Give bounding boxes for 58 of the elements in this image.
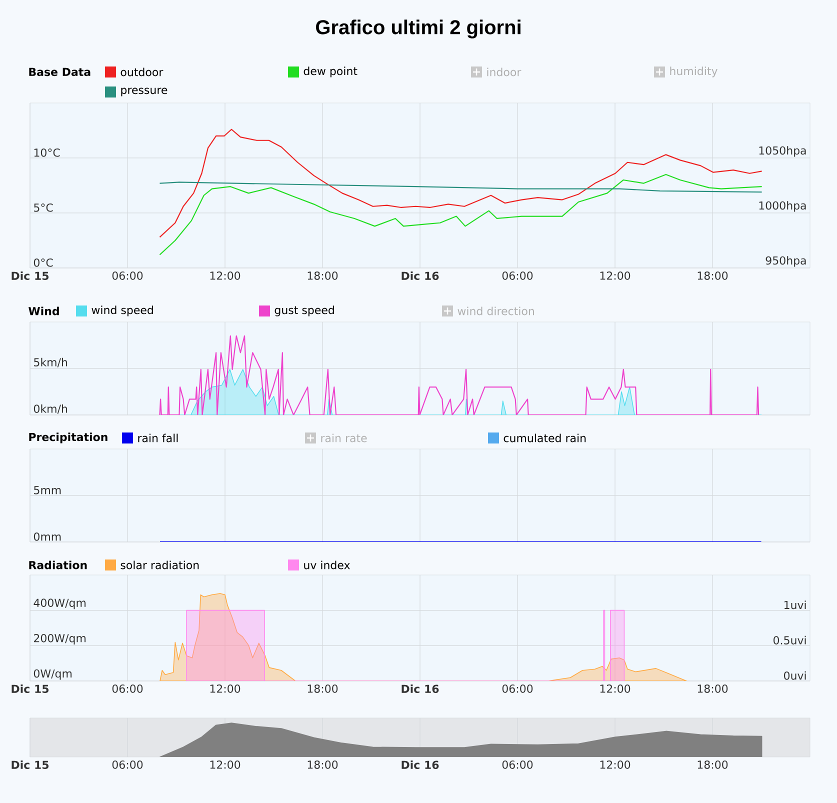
y2-tick-label: 1050hpa bbox=[759, 146, 806, 157]
legend-title: Precipitation bbox=[29, 432, 108, 444]
legend-label: solar radiation bbox=[120, 560, 199, 570]
x-tick-label: Dic 16 bbox=[402, 684, 439, 694]
x-tick-label: 18:00 bbox=[308, 684, 338, 693]
x-tick-label: 18:00 bbox=[308, 271, 338, 280]
y-tick-label: 200W/qm bbox=[34, 634, 86, 644]
legend-label: rain fall bbox=[138, 434, 178, 442]
legend-label: outdoor bbox=[120, 68, 164, 76]
y2-tick-label: 1000hpa bbox=[759, 201, 806, 212]
x-tick-label: 18:00 bbox=[698, 684, 728, 693]
legend-label: wind speed bbox=[92, 306, 153, 316]
x-tick-label: 18:00 bbox=[698, 271, 728, 280]
legend-title: Base Data bbox=[29, 68, 90, 76]
x-tick-label: Dic 16 bbox=[402, 272, 439, 280]
legend-label: humidity bbox=[670, 66, 718, 78]
x-tick-label: 06:00 bbox=[112, 271, 143, 280]
y-tick-label: 0W/qm bbox=[34, 669, 72, 680]
y-tick-label: 400W/qm bbox=[34, 598, 86, 610]
legend-label: uv index bbox=[304, 560, 350, 570]
x-tick-label: 06:00 bbox=[112, 684, 143, 693]
x-tick-label: 12:00 bbox=[210, 271, 240, 280]
y2-tick-label: 1uvi bbox=[784, 600, 806, 610]
x-tick-label: 12:00 bbox=[600, 760, 630, 769]
y-tick-label: 0mm bbox=[34, 532, 61, 541]
legend-title: Radiation bbox=[29, 560, 87, 570]
y-tick-label: 10°C bbox=[34, 148, 60, 157]
x-tick-label: 12:00 bbox=[210, 684, 240, 693]
legend-label: dew point bbox=[304, 66, 358, 78]
legend-label: gust speed bbox=[274, 306, 334, 316]
x-tick-label: Dic 16 bbox=[402, 760, 439, 770]
x-tick-label: 18:00 bbox=[698, 760, 728, 769]
x-tick-label: 06:00 bbox=[502, 684, 533, 693]
legend-label: indoor bbox=[487, 68, 522, 76]
x-tick-label: 12:00 bbox=[600, 271, 630, 280]
y-tick-label: 5km/h bbox=[34, 358, 68, 368]
x-tick-label: Dic 15 bbox=[12, 760, 49, 770]
legend-label: cumulated rain bbox=[504, 434, 586, 442]
y-tick-label: 5°C bbox=[34, 203, 53, 212]
x-tick-label: 06:00 bbox=[502, 760, 533, 769]
y-tick-label: 0°C bbox=[34, 258, 53, 267]
x-tick-label: Dic 15 bbox=[12, 684, 49, 694]
legend-label: wind direction bbox=[458, 306, 534, 316]
y2-tick-label: 950hpa bbox=[766, 256, 806, 267]
legend-label: rain rate bbox=[321, 434, 367, 442]
x-tick-label: 06:00 bbox=[112, 760, 143, 769]
x-tick-label: 12:00 bbox=[210, 760, 240, 769]
legend-label: pressure bbox=[121, 88, 168, 96]
x-tick-label: Dic 15 bbox=[12, 272, 49, 280]
y-tick-label: 5mm bbox=[34, 486, 61, 494]
x-tick-label: 06:00 bbox=[502, 271, 533, 280]
legend-title: Wind bbox=[28, 306, 59, 316]
y2-tick-label: 0.5uvi bbox=[774, 636, 806, 644]
x-tick-label: 12:00 bbox=[600, 684, 630, 693]
chart-title: Grafico ultimi 2 giorni bbox=[316, 20, 520, 38]
x-tick-label: 18:00 bbox=[308, 760, 338, 769]
y-tick-label: 0km/h bbox=[34, 404, 68, 414]
y2-tick-label: 0uvi bbox=[784, 671, 806, 680]
